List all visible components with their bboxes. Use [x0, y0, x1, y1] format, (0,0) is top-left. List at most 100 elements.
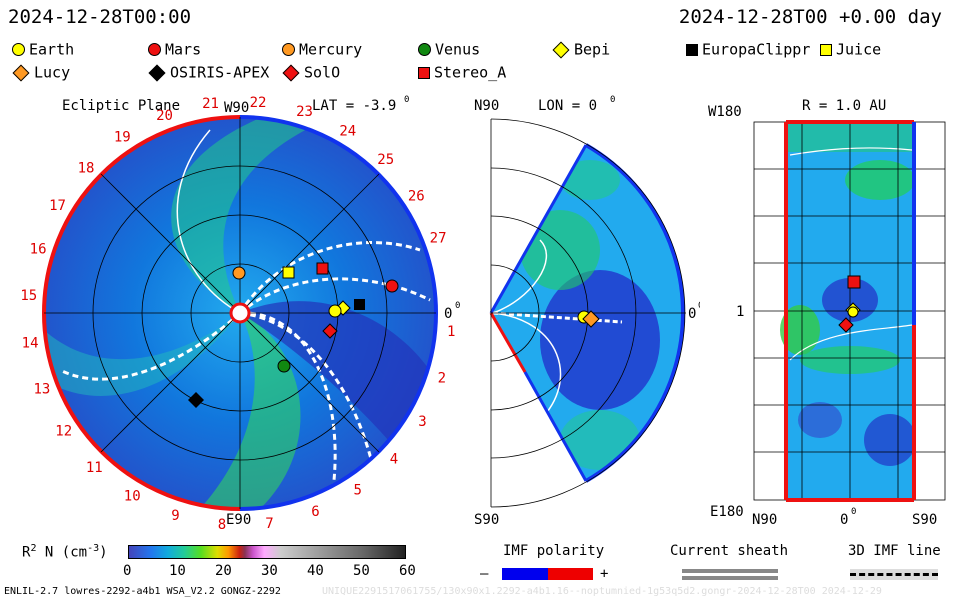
legend-item-juice: Juice [820, 40, 881, 59]
legend-item-earth: Earth [12, 40, 74, 59]
radial-map-panel: W180 R = 1.0 AU 1 E180 N90 0 0 S90 [708, 98, 946, 528]
diamond-icon [282, 64, 300, 81]
colorbar-tick: 10 [169, 563, 186, 579]
sector-label-20: 20 [156, 108, 173, 124]
sector-label-12: 12 [55, 424, 72, 440]
legend-item-bepi: Bepi [552, 40, 610, 59]
e90-label: E90 [226, 512, 251, 528]
ecliptic-zero-label: 0 [444, 306, 452, 322]
sector-label-4: 4 [390, 452, 398, 468]
left-timestamp: 2024-12-28T00:00 [8, 6, 192, 28]
legend-label: Bepi [574, 40, 611, 59]
colorbar-tick: 40 [307, 563, 324, 579]
circle-icon [148, 43, 161, 56]
circle-icon [418, 43, 431, 56]
lat-degree-label: 0 [404, 95, 409, 105]
mercury-marker [232, 266, 246, 280]
colorbar-tick: 50 [353, 563, 370, 579]
density-colorbar [128, 545, 406, 559]
imf-negative-swatch [502, 568, 548, 580]
sector-label-19: 19 [114, 130, 131, 146]
legend-item-mercury: Mercury [282, 40, 362, 59]
sector-label-24: 24 [339, 124, 356, 140]
square-icon [820, 43, 832, 56]
colorbar-tick: 60 [399, 563, 416, 579]
legend-label: Venus [435, 40, 481, 59]
radial-zero-label: 0 [840, 512, 848, 528]
colorbar-tick: 0 [123, 563, 132, 579]
ecliptic-zero-degree: 0 [455, 301, 460, 311]
legend-label: Juice [836, 40, 882, 59]
sector-label-3: 3 [418, 414, 426, 430]
sector-label-15: 15 [20, 288, 37, 304]
stereo-a-marker [316, 262, 329, 275]
radial-n90-label: N90 [752, 512, 777, 528]
meridional-n90-label: N90 [474, 98, 499, 114]
sector-label-23: 23 [296, 104, 313, 120]
lon-label: LON = 0 [538, 98, 597, 114]
diamond-icon [12, 64, 30, 81]
legend-label: Mars [165, 40, 202, 59]
e180-label: E180 [710, 504, 744, 520]
circle-icon [282, 43, 295, 56]
legend-item-lucy: Lucy [12, 63, 70, 82]
legend-label: Stereo_A [434, 63, 507, 82]
legend-label: SolO [304, 63, 341, 82]
radius-label: R = 1.0 AU [802, 98, 886, 114]
mars-marker [385, 279, 399, 293]
sector-label-27: 27 [430, 231, 447, 247]
meridional-zero-degree: 0 [698, 301, 700, 311]
europaclipper-marker [354, 299, 365, 310]
meridional-plane-panel: N90 LON = 0 0 0 0 S90 [474, 95, 700, 528]
ecliptic-title: Ecliptic Plane [62, 98, 180, 114]
sector-label-5: 5 [353, 482, 361, 498]
radial-stereo-a-marker [847, 275, 861, 289]
sector-label-8: 8 [218, 517, 226, 530]
venus-marker [277, 359, 291, 373]
earth-marker [328, 304, 342, 318]
sector-label-17: 17 [49, 198, 66, 214]
legend-label: Lucy [34, 63, 71, 82]
current-sheath-label: Current sheath [670, 543, 789, 559]
lat-label: LAT = -3.9 [312, 98, 396, 114]
osiris-apex-marker [188, 392, 204, 408]
imf-line-label: 3D IMF line [848, 543, 941, 559]
sector-label-18: 18 [78, 160, 95, 176]
sector-label-9: 9 [171, 508, 179, 524]
legend-label: Mercury [299, 40, 363, 59]
legend-item-stereo-a: Stereo_A [418, 63, 506, 82]
imf-minus-label: – [480, 566, 489, 582]
right-timestamp: 2024-12-28T00 +0.00 day [678, 6, 942, 28]
colorbar-label: R2 N (cm-3) [22, 543, 108, 561]
sector-label-13: 13 [33, 382, 50, 398]
diamond-icon [552, 41, 570, 58]
current-sheath-line-2 [682, 576, 778, 580]
lon-degree: 0 [610, 95, 615, 105]
sector-label-10: 10 [124, 489, 141, 505]
legend-item-europaclippr: EuropaClippr [686, 40, 810, 59]
imf-line-swatch [850, 569, 938, 580]
sector-label-14: 14 [22, 336, 39, 352]
colorbar-tick: 20 [215, 563, 232, 579]
legend-item-mars: Mars [148, 40, 201, 59]
radial-solo-marker [838, 317, 854, 333]
meridional-lucy-marker [582, 310, 600, 328]
sector-label-16: 16 [30, 242, 47, 258]
legend-item-solo: SolO [282, 63, 340, 82]
sector-label-25: 25 [377, 152, 394, 168]
current-sheath-line-1 [682, 569, 778, 573]
legend-label: Earth [29, 40, 75, 59]
square-icon [418, 66, 430, 79]
sector-label-6: 6 [311, 504, 319, 520]
imf-positive-swatch [548, 568, 593, 580]
sector-label-21: 21 [202, 96, 219, 112]
sector-label-1: 1 [447, 324, 455, 340]
imf-polarity-label: IMF polarity [503, 543, 605, 559]
w90-label: W90 [224, 100, 249, 116]
legend-item-venus: Venus [418, 40, 480, 59]
colorbar-tick: 30 [261, 563, 278, 579]
sector-label-11: 11 [86, 460, 103, 476]
square-icon [686, 43, 698, 56]
sector-label-7: 7 [265, 516, 273, 530]
